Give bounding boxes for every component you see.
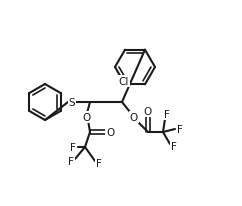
Text: F: F <box>164 109 170 119</box>
Text: F: F <box>177 124 183 134</box>
Text: O: O <box>130 112 138 122</box>
Text: F: F <box>96 158 102 168</box>
Text: F: F <box>171 141 177 151</box>
Text: S: S <box>69 97 75 108</box>
Text: O: O <box>143 107 151 116</box>
Text: O: O <box>82 112 90 122</box>
Text: O: O <box>106 127 114 137</box>
Text: F: F <box>68 156 74 166</box>
Text: Cl: Cl <box>119 77 129 87</box>
Text: F: F <box>70 142 76 152</box>
